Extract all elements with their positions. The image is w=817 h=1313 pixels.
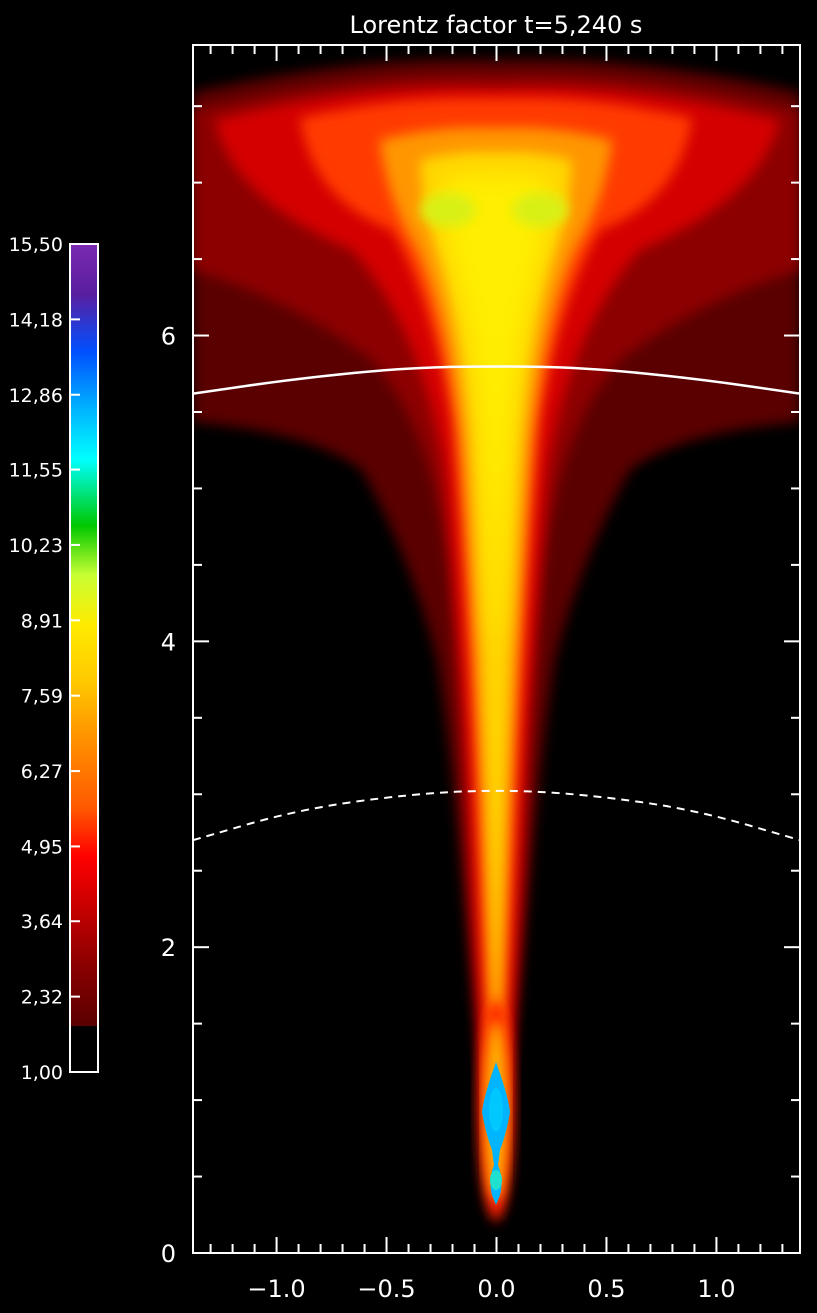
y-tick-label: 4 <box>161 628 176 656</box>
lorentz-field <box>193 59 800 1230</box>
plot-area <box>193 59 800 1230</box>
chart-title: Lorentz factor t=5,240 s <box>350 11 643 39</box>
dashed-contour-line <box>193 789 800 842</box>
colorbar-tick-label: 8,91 <box>21 610 63 632</box>
y-tick-label: 2 <box>161 934 176 962</box>
colorbar: 1,00 2,32 3,64 4,95 6,27 7,59 8,91 10,23 11,55 12… <box>9 234 99 1084</box>
colorbar-tick-label: 14,18 <box>9 309 63 331</box>
x-tick-label: 0.5 <box>587 1275 625 1303</box>
colorbar-tick-label: 10,23 <box>9 535 63 557</box>
colorbar-tick-label: 11,55 <box>9 460 63 482</box>
peak-left <box>420 193 476 227</box>
colorbar-tick-label: 7,59 <box>21 686 63 708</box>
y-tick-label: 0 <box>161 1240 176 1268</box>
x-tick-label: −0.5 <box>357 1275 415 1303</box>
base-cyan-spike <box>482 1062 510 1205</box>
colorbar-tick-label: 2,32 <box>21 987 63 1009</box>
colorbar-ticks: 1,00 2,32 3,64 4,95 6,27 7,59 8,91 10,23 11,55 12… <box>9 234 80 1084</box>
base-cyan-core <box>489 1088 503 1132</box>
x-tick-label: −1.0 <box>247 1275 305 1303</box>
colorbar-gradient <box>69 243 99 1073</box>
colorbar-tick-label: 15,50 <box>9 234 63 256</box>
x-tick-label: 1.0 <box>697 1275 735 1303</box>
core-bright <box>440 173 552 650</box>
colorbar-tick-label: 4,95 <box>21 836 63 858</box>
axis-tick-labels: −1.0 −0.5 0.0 0.5 1.0 0 2 4 6 <box>161 323 736 1303</box>
peak-right <box>512 193 568 227</box>
axis-ticks <box>193 45 800 1254</box>
y-tick-label: 6 <box>161 323 176 351</box>
x-tick-label: 0.0 <box>477 1275 515 1303</box>
base-aqua <box>490 1170 502 1190</box>
colorbar-tick-label: 6,27 <box>21 761 63 783</box>
colorbar-tick-label: 12,86 <box>9 385 63 407</box>
solid-contour-line <box>193 365 800 395</box>
colorbar-tick-label: 1,00 <box>21 1062 63 1084</box>
colorbar-tick-label: 3,64 <box>21 911 63 933</box>
